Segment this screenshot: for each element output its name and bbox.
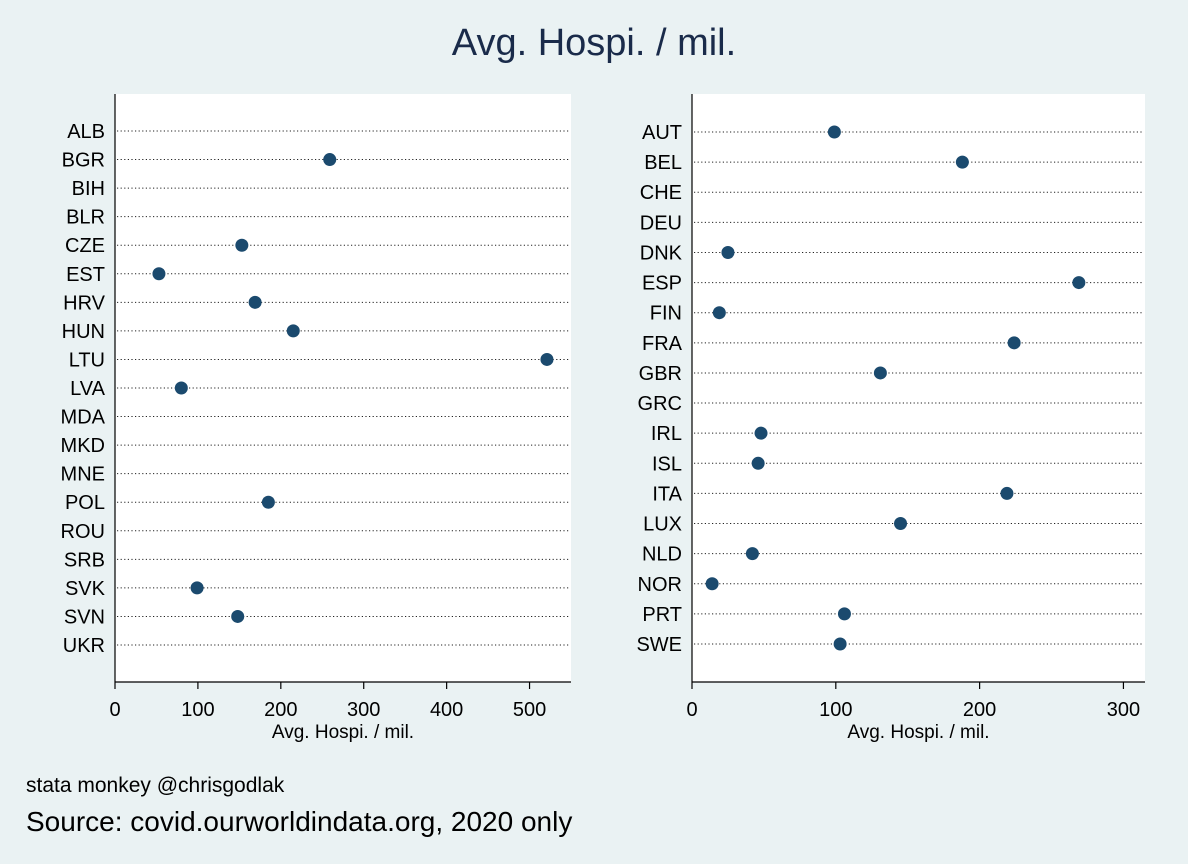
category-label-aut: AUT — [642, 122, 682, 144]
category-label-lva: LVA — [70, 378, 105, 400]
source-note: Source: covid.ourworldindata.org, 2020 o… — [26, 806, 573, 837]
data-point-svn — [231, 609, 245, 623]
category-label-mda: MDA — [61, 407, 106, 429]
category-label-dnk: DNK — [640, 242, 683, 264]
data-point-swe — [833, 637, 847, 651]
category-label-fra: FRA — [642, 333, 683, 355]
category-label-lux: LUX — [643, 514, 682, 536]
panel-2: AUT BEL CHE DEU DNK ESP FIN FRA GBR GRC IRL ISL ITA L… — [636, 94, 1145, 743]
category-label-cze: CZE — [65, 235, 105, 257]
category-label-deu: DEU — [640, 212, 682, 234]
category-label-fin: FIN — [650, 303, 682, 325]
data-point-aut — [827, 125, 841, 139]
data-point-isl — [751, 456, 765, 470]
category-label-isl: ISL — [652, 453, 682, 475]
data-point-pol — [261, 495, 275, 509]
category-label-gbr: GBR — [639, 363, 682, 385]
data-point-svk — [190, 581, 204, 595]
data-point-bgr — [323, 153, 337, 167]
category-label-svn: SVN — [64, 606, 105, 628]
category-label-swe: SWE — [636, 634, 682, 656]
data-point-nld — [745, 547, 759, 561]
category-label-rou: ROU — [61, 521, 105, 543]
data-point-bel — [955, 155, 969, 169]
category-label-mne: MNE — [61, 464, 105, 486]
category-label-esp: ESP — [642, 273, 682, 295]
data-point-dnk — [721, 245, 735, 259]
category-label-bel: BEL — [644, 152, 682, 174]
category-label-bih: BIH — [72, 178, 105, 200]
category-label-ukr: UKR — [63, 635, 105, 657]
x-tick-label-100: 100 — [181, 699, 214, 721]
category-label-irl: IRL — [651, 423, 682, 445]
category-label-hrv: HRV — [63, 292, 106, 314]
x-tick-label-300: 300 — [1107, 699, 1140, 721]
chart-title: Avg. Hospi. / mil. — [451, 22, 737, 64]
plot-area — [692, 94, 1145, 682]
category-label-bgr: BGR — [62, 150, 105, 172]
data-point-fra — [1007, 336, 1021, 350]
category-label-hun: HUN — [62, 321, 105, 343]
category-label-grc: GRC — [638, 393, 682, 415]
category-label-alb: ALB — [67, 121, 105, 143]
data-point-fin — [712, 306, 726, 320]
data-point-ltu — [540, 352, 554, 366]
category-label-nld: NLD — [642, 544, 682, 566]
category-label-est: EST — [66, 264, 105, 286]
data-point-cze — [235, 238, 249, 252]
category-label-mkd: MKD — [61, 435, 105, 457]
x-tick-label-400: 400 — [430, 699, 463, 721]
x-tick-label-0: 0 — [686, 699, 697, 721]
x-axis-title: Avg. Hospi. / mil. — [847, 722, 989, 743]
panel-1: ALB BGR BIH BLR CZE EST HRV HUN LTU LVA MDA MKD MNE P… — [61, 94, 571, 743]
data-point-gbr — [873, 366, 887, 380]
category-label-srb: SRB — [64, 549, 105, 571]
data-point-nor — [705, 577, 719, 591]
category-label-pol: POL — [65, 492, 105, 514]
data-point-lux — [894, 517, 908, 531]
category-label-ita: ITA — [652, 483, 682, 505]
category-label-svk: SVK — [65, 578, 106, 600]
x-tick-label-200: 200 — [264, 699, 297, 721]
category-label-blr: BLR — [66, 207, 105, 229]
data-point-lva — [174, 381, 188, 395]
x-tick-label-0: 0 — [109, 699, 120, 721]
x-tick-label-200: 200 — [963, 699, 996, 721]
x-tick-label-100: 100 — [819, 699, 852, 721]
author-caption: stata monkey @chrisgodlak — [26, 774, 285, 797]
category-label-prt: PRT — [642, 604, 682, 626]
data-point-prt — [837, 607, 851, 621]
category-label-ltu: LTU — [69, 349, 105, 371]
x-tick-label-500: 500 — [513, 699, 546, 721]
category-label-che: CHE — [640, 182, 682, 204]
category-label-nor: NOR — [638, 574, 682, 596]
data-point-esp — [1072, 276, 1086, 290]
data-point-hrv — [248, 295, 262, 309]
x-axis-title: Avg. Hospi. / mil. — [272, 722, 414, 743]
data-point-hun — [286, 324, 300, 338]
data-point-est — [152, 267, 166, 281]
data-point-ita — [1000, 486, 1014, 500]
x-tick-label-300: 300 — [347, 699, 380, 721]
data-point-irl — [754, 426, 768, 440]
